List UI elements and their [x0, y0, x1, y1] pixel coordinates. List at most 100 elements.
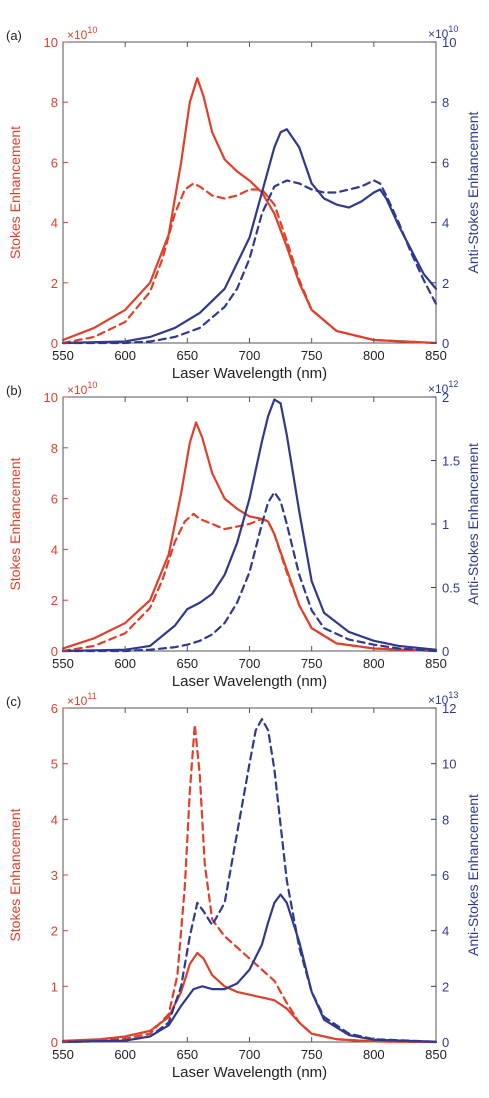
right-tick-label: 6: [442, 155, 449, 170]
right-scale-multiplier: ×1013: [428, 690, 458, 707]
x-axis-label: Laser Wavelength (nm): [172, 673, 327, 690]
right-tick-label: 1.5: [442, 454, 460, 469]
chart-panel-1: 550 600 650 700 750 800 85002468100246810×1010…: [6, 24, 481, 382]
left-tick-label: 4: [51, 216, 58, 231]
right-scale-exponent: 12: [448, 379, 458, 389]
x-tick-label: 850: [425, 656, 447, 671]
x-tick-label: 700: [239, 348, 261, 363]
right-scale-base: ×10: [428, 693, 449, 707]
x-tick-label: 800: [363, 1047, 385, 1062]
plot-frame: [62, 41, 437, 344]
chart-panel-3: 550 600 650 700 750 800 8500123456024681012×10…: [6, 690, 481, 1081]
left-scale-exponent: 10: [87, 25, 97, 35]
right-tick-label: 8: [442, 812, 449, 827]
left-tick-label: 0: [51, 336, 58, 351]
x-tick-label: 700: [239, 1047, 261, 1062]
x-tick-label: 750: [301, 348, 323, 363]
panel-label: (a): [6, 28, 22, 43]
x-tick-label: 850: [425, 348, 447, 363]
x-tick-label: 600: [114, 1047, 136, 1062]
x-tick-label: 700: [239, 656, 261, 671]
right-scale-multiplier: ×1012: [428, 379, 458, 396]
left-scale-multiplier: ×1011: [67, 691, 97, 708]
anti-stokes-dashed-line: [61, 718, 438, 1044]
left-tick-label: 0: [51, 1035, 58, 1050]
x-tick-label: 550: [52, 1047, 74, 1062]
left-tick-label: 2: [51, 924, 58, 939]
stokes-solid-line: [61, 951, 438, 1044]
right-tick-label: 4: [442, 924, 449, 939]
left-axis-label: Stokes Enhancement: [7, 126, 23, 259]
right-tick-label: 2: [442, 276, 449, 291]
left-scale-exponent: 11: [87, 691, 96, 701]
left-scale-exponent: 10: [87, 380, 97, 390]
x-tick-label: 600: [114, 348, 136, 363]
right-scale-base: ×10: [428, 27, 449, 41]
left-tick-label: 2: [51, 593, 58, 608]
left-tick-label: 1: [51, 979, 58, 994]
left-tick-label: 10: [44, 390, 58, 405]
stokes-dashed-line: [61, 182, 438, 345]
left-scale-base: ×10: [67, 383, 88, 397]
left-tick-label: 2: [51, 276, 58, 291]
x-tick-label: 550: [52, 348, 74, 363]
right-tick-label: 2: [442, 979, 449, 994]
right-tick-label: 0: [442, 1035, 449, 1050]
anti-stokes-solid-line: [61, 128, 438, 345]
x-tick-label: 650: [176, 1047, 198, 1062]
panel-label: (c): [6, 694, 21, 709]
left-tick-label: 5: [51, 757, 58, 772]
left-tick-label: 0: [51, 644, 58, 659]
x-tick-label: 850: [425, 1047, 447, 1062]
right-axis-label: Anti-Stokes Enhancement: [465, 111, 481, 273]
left-axis-label: Stokes Enhancement: [7, 457, 23, 590]
right-scale-base: ×10: [428, 382, 449, 396]
left-scale-base: ×10: [67, 694, 88, 708]
stokes-solid-line: [61, 77, 438, 345]
x-tick-label: 650: [176, 656, 198, 671]
x-tick-label: 600: [114, 656, 136, 671]
anti-stokes-dashed-line: [61, 491, 438, 653]
left-tick-label: 10: [44, 35, 58, 50]
right-axis-label: Anti-Stokes Enhancement: [465, 443, 481, 605]
right-tick-label: 2: [442, 390, 449, 405]
stokes-dashed-line: [61, 512, 438, 653]
right-axis-label: Anti-Stokes Enhancement: [465, 794, 481, 956]
x-tick-label: 800: [363, 348, 385, 363]
x-tick-label: 750: [301, 1047, 323, 1062]
right-tick-label: 0.5: [442, 581, 460, 596]
right-tick-label: 10: [442, 35, 456, 50]
x-tick-label: 650: [176, 348, 198, 363]
x-tick-label: 800: [363, 656, 385, 671]
x-axis-label: Laser Wavelength (nm): [172, 365, 327, 382]
left-tick-label: 3: [51, 868, 58, 883]
chart-panel-2: 550 600 650 700 750 800 850024681000.511.52×10…: [6, 379, 481, 690]
left-tick-label: 4: [51, 812, 58, 827]
left-tick-label: 8: [51, 95, 58, 110]
left-scale-multiplier: ×1010: [67, 380, 97, 397]
left-scale-multiplier: ×1010: [67, 25, 97, 42]
right-scale-exponent: 10: [448, 24, 458, 34]
x-axis-label: Laser Wavelength (nm): [172, 1064, 327, 1081]
anti-stokes-solid-line: [61, 398, 438, 653]
left-tick-label: 8: [51, 441, 58, 456]
panel-label: (b): [6, 383, 22, 398]
right-tick-label: 0: [442, 336, 449, 351]
stokes-solid-line: [61, 421, 438, 653]
right-tick-label: 1: [442, 517, 449, 532]
right-tick-label: 8: [442, 95, 449, 110]
right-tick-label: 6: [442, 868, 449, 883]
right-tick-label: 12: [442, 701, 456, 716]
left-tick-label: 6: [51, 155, 58, 170]
right-tick-label: 10: [442, 757, 456, 772]
left-tick-label: 4: [51, 542, 58, 557]
right-scale-exponent: 13: [448, 690, 458, 700]
left-axis-label: Stokes Enhancement: [7, 808, 23, 941]
right-scale-multiplier: ×1010: [428, 24, 458, 41]
right-tick-label: 0: [442, 644, 449, 659]
stokes-dashed-line: [61, 723, 438, 1044]
anti-stokes-dashed-line: [61, 179, 438, 345]
right-tick-label: 4: [442, 216, 449, 231]
anti-stokes-solid-line: [61, 893, 438, 1044]
